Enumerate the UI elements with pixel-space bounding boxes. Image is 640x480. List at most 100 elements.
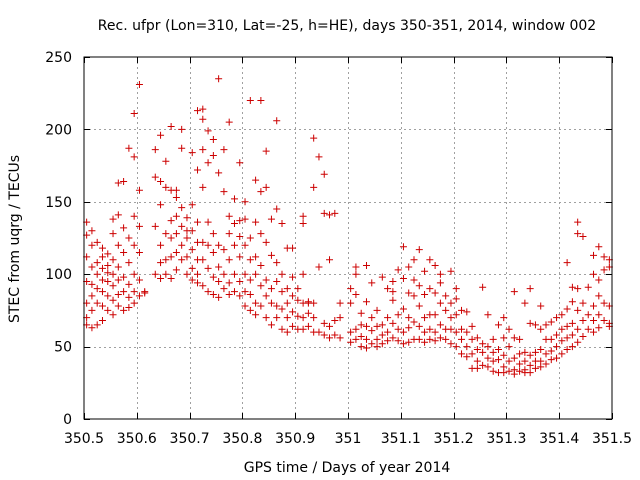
data-point: [590, 328, 598, 336]
data-point: [157, 241, 165, 249]
data-point: [252, 311, 260, 319]
data-point: [199, 115, 207, 123]
data-point: [262, 238, 270, 246]
data-point: [595, 292, 603, 300]
data-point: [273, 205, 281, 213]
data-point: [109, 215, 117, 223]
data-point: [194, 218, 202, 226]
data-point: [278, 220, 286, 228]
data-point: [521, 348, 529, 356]
data-point: [225, 290, 233, 298]
data-point: [326, 256, 334, 264]
data-point: [215, 75, 223, 83]
data-point: [600, 266, 608, 274]
data-point: [394, 325, 402, 333]
data-point: [558, 350, 566, 358]
data-point: [204, 241, 212, 249]
data-point: [463, 308, 471, 316]
data-point: [262, 292, 270, 300]
data-point: [162, 157, 170, 165]
data-point: [88, 292, 96, 300]
data-point: [473, 334, 481, 342]
data-point: [357, 332, 365, 340]
data-point: [421, 290, 429, 298]
data-point: [246, 306, 254, 314]
data-point: [304, 322, 312, 330]
data-point: [236, 292, 244, 300]
data-point: [431, 337, 439, 345]
data-point: [267, 285, 275, 293]
data-point: [225, 212, 233, 220]
data-point: [289, 244, 297, 252]
data-point: [120, 178, 128, 186]
data-point: [109, 230, 117, 238]
data-point: [421, 314, 429, 322]
data-point: [88, 280, 96, 288]
x-tick-label: 351.1: [381, 431, 421, 447]
data-point: [558, 311, 566, 319]
data-point: [104, 262, 112, 270]
data-point: [500, 314, 508, 322]
data-point: [299, 325, 307, 333]
data-point: [93, 285, 101, 293]
data-point: [114, 290, 122, 298]
data-point: [220, 270, 228, 278]
data-point: [521, 357, 529, 365]
data-point: [109, 270, 117, 278]
data-point: [194, 166, 202, 174]
data-point: [162, 230, 170, 238]
data-point: [315, 153, 323, 161]
x-tick-label: 350.9: [275, 431, 315, 447]
data-point: [373, 306, 381, 314]
data-point: [399, 328, 407, 336]
data-point: [399, 243, 407, 251]
data-point: [516, 335, 524, 343]
data-point: [553, 314, 561, 322]
data-point: [595, 243, 603, 251]
data-point: [204, 159, 212, 167]
data-point: [568, 298, 576, 306]
data-point: [267, 321, 275, 329]
y-tick-label: 0: [63, 412, 72, 428]
data-point: [510, 334, 518, 342]
data-point: [352, 270, 360, 278]
data-point: [568, 343, 576, 351]
data-point: [389, 288, 397, 296]
data-point: [568, 283, 576, 291]
data-point: [188, 246, 196, 254]
data-point: [489, 335, 497, 343]
data-point: [310, 314, 318, 322]
data-point: [336, 334, 344, 342]
data-point: [389, 277, 397, 285]
data-point: [93, 270, 101, 278]
x-tick-label: 350.6: [117, 431, 157, 447]
data-point: [431, 328, 439, 336]
data-point: [331, 331, 339, 339]
data-point: [373, 343, 381, 351]
data-point: [384, 328, 392, 336]
data-point: [331, 317, 339, 325]
data-point: [463, 343, 471, 351]
data-point: [410, 318, 418, 326]
data-point: [215, 293, 223, 301]
data-point: [241, 270, 249, 278]
data-point: [88, 324, 96, 332]
data-point: [257, 96, 265, 104]
data-point: [151, 222, 159, 230]
data-point: [553, 343, 561, 351]
data-point: [273, 314, 281, 322]
data-point: [109, 256, 117, 264]
data-point: [426, 335, 434, 343]
data-point: [125, 259, 133, 267]
data-point: [310, 183, 318, 191]
data-point: [590, 251, 598, 259]
data-point: [98, 264, 106, 272]
data-point: [125, 293, 133, 301]
data-point: [489, 367, 497, 375]
data-point: [114, 276, 122, 284]
y-tick-label: 150: [45, 195, 72, 211]
data-point: [494, 356, 502, 364]
data-point: [194, 270, 202, 278]
data-point: [267, 299, 275, 307]
data-point: [241, 215, 249, 223]
